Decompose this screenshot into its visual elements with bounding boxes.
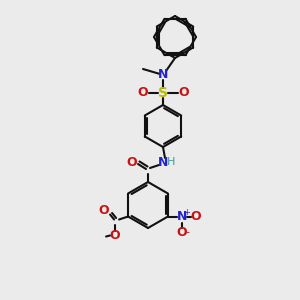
Text: O: O <box>138 86 148 100</box>
Text: S: S <box>158 86 168 100</box>
Text: O: O <box>177 226 187 239</box>
Text: N: N <box>158 155 168 169</box>
Text: O: O <box>99 204 110 217</box>
Text: O: O <box>179 86 189 100</box>
Text: O: O <box>110 229 120 242</box>
Text: O: O <box>127 155 137 169</box>
Text: -: - <box>186 227 190 238</box>
Text: H: H <box>167 157 175 167</box>
Text: +: + <box>184 208 190 217</box>
Text: N: N <box>177 210 187 223</box>
Text: N: N <box>158 68 168 82</box>
Text: O: O <box>190 210 201 223</box>
